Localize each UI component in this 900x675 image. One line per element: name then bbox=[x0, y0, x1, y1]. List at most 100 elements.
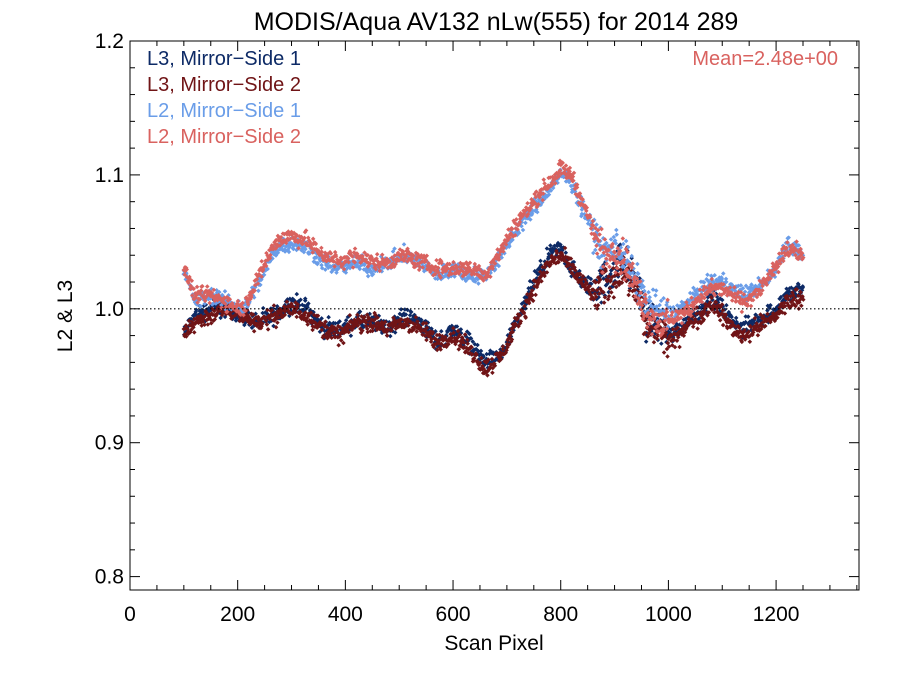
data-point bbox=[729, 314, 734, 320]
data-point bbox=[256, 317, 261, 323]
data-point bbox=[183, 323, 189, 328]
data-point bbox=[588, 276, 594, 282]
data-point bbox=[406, 323, 411, 328]
data-point bbox=[765, 308, 770, 313]
data-point bbox=[646, 290, 651, 295]
data-point bbox=[347, 312, 353, 318]
data-point bbox=[611, 295, 617, 300]
data-point bbox=[748, 303, 754, 309]
data-point bbox=[373, 312, 378, 318]
data-point bbox=[260, 321, 265, 326]
data-point bbox=[337, 319, 342, 324]
data-point bbox=[303, 310, 308, 315]
data-point bbox=[336, 342, 341, 348]
data-point bbox=[659, 341, 664, 346]
data-point bbox=[661, 350, 667, 355]
data-point bbox=[458, 327, 464, 332]
legend-l2-ms1: L2, Mirror−Side 1 bbox=[147, 100, 301, 122]
data-point bbox=[375, 315, 380, 320]
data-point bbox=[525, 200, 530, 206]
data-point bbox=[755, 333, 761, 338]
data-point bbox=[331, 331, 337, 336]
data-point bbox=[212, 308, 217, 314]
data-point bbox=[637, 276, 642, 281]
data-point bbox=[643, 339, 649, 344]
mean-annotation: Mean=2.48e+00 bbox=[692, 48, 838, 70]
data-point bbox=[651, 339, 657, 345]
data-point bbox=[623, 238, 629, 244]
data-point bbox=[256, 288, 261, 294]
data-point bbox=[392, 330, 398, 335]
legend-l3-ms2: L3, Mirror−Side 2 bbox=[147, 74, 301, 96]
data-point bbox=[274, 303, 280, 309]
data-point bbox=[467, 331, 472, 337]
data-point bbox=[264, 322, 270, 327]
data-point bbox=[538, 258, 543, 264]
x-tick-label: 800 bbox=[543, 603, 578, 626]
data-point bbox=[319, 316, 324, 321]
data-point bbox=[319, 327, 325, 333]
data-point bbox=[468, 336, 474, 341]
data-point bbox=[295, 302, 300, 307]
data-point bbox=[778, 294, 784, 300]
data-point bbox=[470, 339, 476, 344]
data-point bbox=[202, 314, 207, 319]
data-point bbox=[690, 324, 696, 330]
legend-l2-ms2: L2, Mirror−Side 2 bbox=[147, 126, 301, 148]
data-point bbox=[747, 339, 753, 344]
y-tick-label: 1.2 bbox=[95, 30, 124, 53]
data-point bbox=[475, 342, 480, 348]
data-point bbox=[324, 325, 330, 330]
data-point bbox=[388, 333, 393, 339]
data-point bbox=[408, 309, 414, 315]
x-tick-label: 400 bbox=[328, 603, 363, 626]
data-point bbox=[346, 329, 351, 335]
data-point bbox=[357, 309, 363, 314]
data-point bbox=[665, 354, 670, 359]
data-point bbox=[717, 317, 723, 323]
data-point bbox=[594, 222, 599, 227]
data-point bbox=[282, 312, 288, 318]
x-tick-label: 600 bbox=[436, 603, 471, 626]
data-point bbox=[384, 333, 390, 338]
data-point bbox=[520, 227, 526, 233]
data-point bbox=[401, 242, 407, 247]
data-point bbox=[380, 324, 386, 330]
data-point bbox=[338, 338, 344, 343]
data-point bbox=[343, 317, 349, 323]
data-point bbox=[326, 314, 331, 320]
data-point bbox=[413, 314, 419, 320]
data-point bbox=[382, 319, 388, 325]
data-point bbox=[424, 325, 430, 331]
data-point bbox=[260, 305, 266, 311]
data-point bbox=[768, 302, 773, 308]
data-point bbox=[647, 294, 652, 300]
data-point bbox=[372, 317, 378, 322]
data-point bbox=[319, 245, 324, 251]
data-point bbox=[284, 299, 290, 305]
data-point bbox=[484, 351, 489, 357]
data-points bbox=[181, 158, 806, 378]
data-point bbox=[745, 314, 751, 319]
data-point bbox=[399, 317, 404, 322]
data-point bbox=[362, 314, 367, 320]
data-point bbox=[414, 329, 419, 334]
data-point bbox=[352, 246, 358, 251]
data-point bbox=[305, 322, 310, 327]
data-point bbox=[329, 335, 334, 340]
data-point bbox=[323, 319, 328, 325]
data-point bbox=[363, 320, 369, 325]
data-point bbox=[205, 284, 210, 289]
data-point bbox=[677, 344, 682, 350]
data-point bbox=[594, 251, 600, 256]
data-point bbox=[310, 327, 315, 333]
data-point bbox=[273, 324, 279, 330]
data-point bbox=[733, 315, 739, 321]
data-point bbox=[653, 288, 659, 293]
data-point bbox=[348, 333, 354, 339]
data-point bbox=[222, 289, 228, 294]
data-point bbox=[423, 320, 429, 326]
data-point bbox=[366, 315, 372, 320]
data-point bbox=[302, 298, 308, 303]
